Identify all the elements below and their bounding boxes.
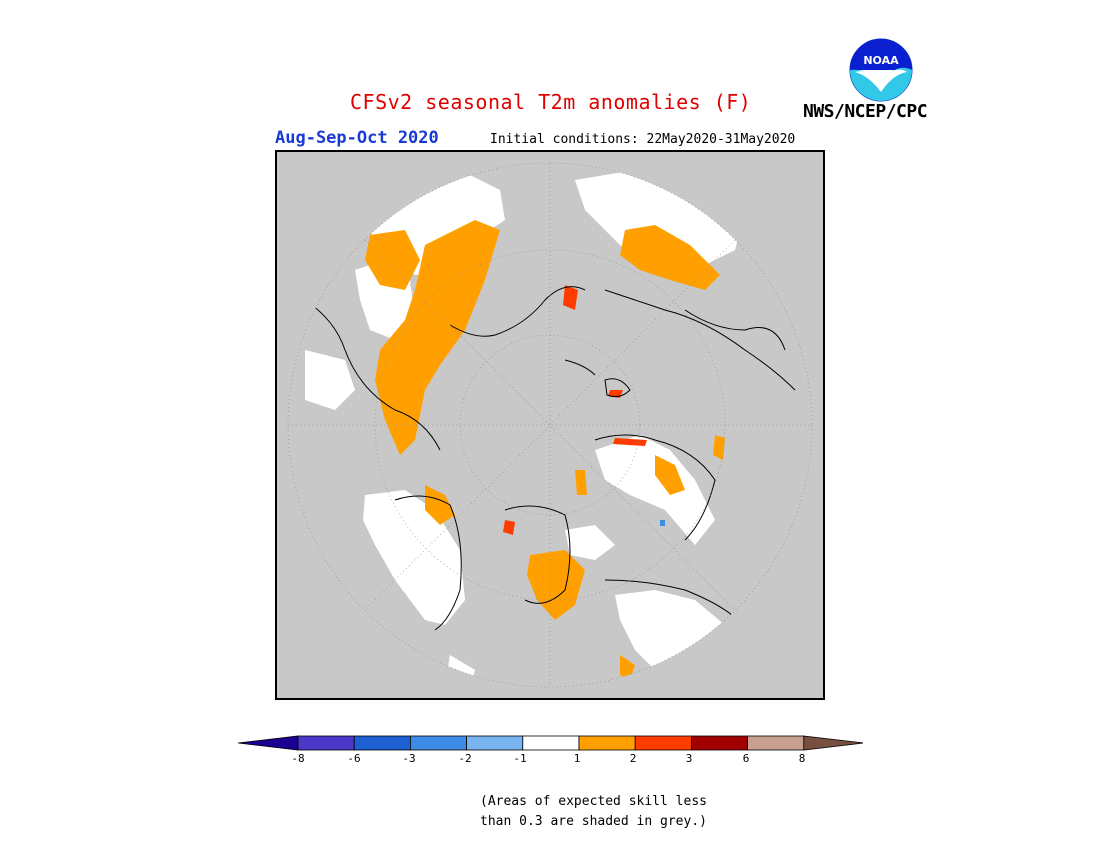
tick-label: 6 <box>742 752 750 765</box>
skill-note-line: than 0.3 are shaded in grey.) <box>480 814 707 829</box>
skill-note: (Areas of expected skill less than 0.3 a… <box>480 792 707 832</box>
polar-map <box>275 150 825 700</box>
graticule <box>288 163 812 687</box>
colorbar-box <box>690 735 748 751</box>
tick-label: -8 <box>291 752 305 765</box>
positive-anomaly-regions <box>365 220 725 680</box>
skill-note-line: (Areas of expected skill less <box>480 794 707 809</box>
colorbar-box <box>747 735 805 751</box>
tick-label: -1 <box>513 752 527 765</box>
colorbar-box <box>409 735 467 751</box>
coastlines <box>304 286 796 631</box>
strong-anomaly-regions <box>503 285 647 535</box>
initial-conditions-label: Initial conditions: 22May2020-31May2020 <box>490 132 796 147</box>
tick-label: 8 <box>798 752 806 765</box>
tick-label: 2 <box>629 752 637 765</box>
tick-label: 3 <box>685 752 693 765</box>
colorbar-arrow-low <box>238 735 299 751</box>
map-frame <box>275 150 825 700</box>
colorbar-box <box>297 735 355 751</box>
tick-label: 1 <box>573 752 581 765</box>
colorbar-box <box>522 735 580 751</box>
colorbar-box <box>353 735 411 751</box>
tick-label: -6 <box>347 752 361 765</box>
colorbar <box>238 735 863 751</box>
tick-label: -3 <box>402 752 416 765</box>
agency-label: NWS/NCEP/CPC <box>803 101 928 122</box>
logo-text: NOAA <box>863 54 899 67</box>
season-label: Aug-Sep-Oct 2020 <box>275 128 439 148</box>
colorbar-box <box>634 735 692 751</box>
map-edge <box>287 162 813 688</box>
colorbar-box <box>578 735 636 751</box>
map-background <box>275 150 825 700</box>
tick-label: -2 <box>458 752 472 765</box>
colorbar-arrow-high <box>803 735 863 751</box>
negative-anomaly-spot <box>660 520 665 526</box>
colorbar-box <box>466 735 524 751</box>
chart-title: CFSv2 seasonal T2m anomalies (F) <box>350 90 752 114</box>
noaa-logo: NOAA <box>849 38 913 102</box>
